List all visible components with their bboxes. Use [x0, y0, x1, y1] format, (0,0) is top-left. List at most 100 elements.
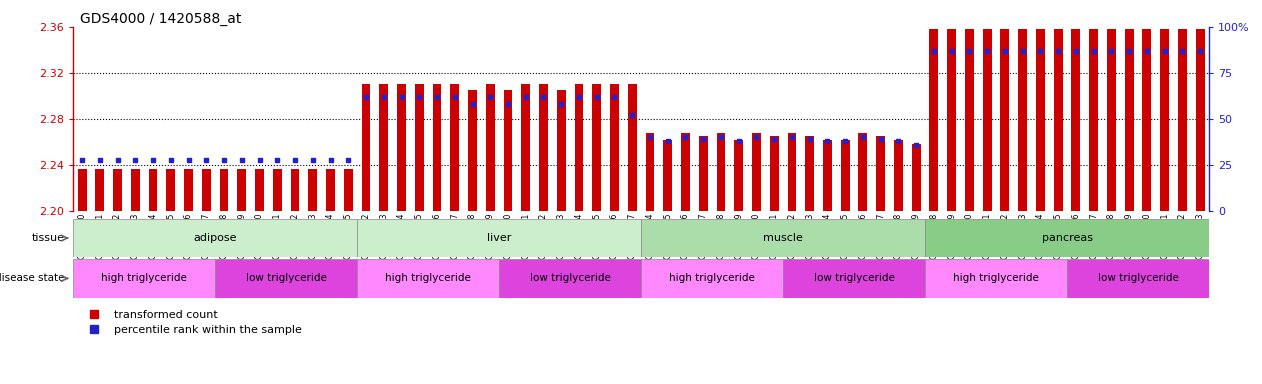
Legend: transformed count, percentile rank within the sample: transformed count, percentile rank withi… — [78, 305, 307, 339]
Point — [604, 94, 625, 100]
Point — [746, 134, 766, 141]
Point — [818, 138, 838, 144]
Bar — [1018, 29, 1027, 211]
Point — [800, 136, 820, 142]
Bar — [592, 84, 601, 211]
Bar — [504, 90, 512, 211]
Bar — [823, 140, 832, 211]
Bar — [641, 259, 782, 298]
Point — [232, 157, 252, 163]
Point — [675, 134, 695, 141]
Bar — [114, 169, 122, 211]
Bar — [699, 136, 708, 211]
Point — [285, 157, 305, 163]
Bar — [983, 29, 992, 211]
Bar — [290, 169, 299, 211]
Bar — [1071, 29, 1080, 211]
Point — [728, 138, 748, 144]
Text: low triglyceride: low triglyceride — [1098, 273, 1179, 283]
Point — [587, 94, 607, 100]
Bar — [770, 136, 779, 211]
Point — [1047, 48, 1068, 54]
Point — [977, 48, 997, 54]
Bar — [380, 84, 389, 211]
Bar — [752, 133, 761, 211]
Bar — [433, 84, 442, 211]
Bar — [167, 169, 175, 211]
Point — [853, 134, 873, 141]
Text: high triglyceride: high triglyceride — [101, 273, 187, 283]
Bar — [646, 133, 655, 211]
Point — [462, 101, 482, 108]
Point — [1172, 48, 1193, 54]
Point — [782, 134, 803, 141]
Text: tissue: tissue — [32, 233, 64, 243]
Bar — [787, 133, 796, 211]
Bar — [468, 90, 477, 211]
Bar — [308, 169, 317, 211]
Point — [622, 112, 642, 118]
Point — [1012, 48, 1032, 54]
Bar — [273, 169, 281, 211]
Point — [303, 157, 323, 163]
Point — [534, 94, 554, 100]
Bar — [202, 169, 211, 211]
Point — [338, 157, 358, 163]
Bar — [782, 259, 925, 298]
Point — [888, 138, 909, 144]
Text: high triglyceride: high triglyceride — [669, 273, 755, 283]
Text: low triglyceride: low triglyceride — [246, 273, 327, 283]
Point — [178, 157, 198, 163]
Point — [72, 157, 92, 163]
Bar — [610, 84, 618, 211]
Bar — [73, 219, 357, 257]
Bar — [220, 169, 228, 211]
Point — [1102, 48, 1122, 54]
Bar — [184, 169, 193, 211]
Bar — [521, 84, 530, 211]
Bar — [1089, 29, 1098, 211]
Point — [1190, 48, 1210, 54]
Point — [374, 94, 394, 100]
Bar — [557, 90, 565, 211]
Bar — [965, 29, 974, 211]
Bar — [930, 29, 939, 211]
Bar — [641, 219, 925, 257]
Point — [498, 101, 519, 108]
Text: GDS4000 / 1420588_at: GDS4000 / 1420588_at — [80, 12, 241, 25]
Text: muscle: muscle — [764, 233, 803, 243]
Point — [444, 94, 464, 100]
Bar — [1195, 29, 1204, 211]
Point — [125, 157, 145, 163]
Bar — [858, 133, 867, 211]
Point — [427, 94, 447, 100]
Point — [1030, 48, 1050, 54]
Point — [1137, 48, 1157, 54]
Point — [551, 101, 572, 108]
Bar — [664, 140, 673, 211]
Point — [941, 48, 962, 54]
Point — [356, 94, 376, 100]
Bar — [1036, 29, 1045, 211]
Bar — [805, 136, 814, 211]
Point — [711, 134, 731, 141]
Bar — [925, 219, 1209, 257]
Point — [321, 157, 341, 163]
Point — [196, 157, 216, 163]
Point — [658, 138, 678, 144]
Bar — [627, 84, 636, 211]
Bar — [451, 84, 459, 211]
Text: low triglyceride: low triglyceride — [814, 273, 895, 283]
Bar — [681, 133, 690, 211]
Bar — [415, 84, 424, 211]
Bar — [948, 29, 957, 211]
Text: disease state: disease state — [0, 273, 64, 283]
Bar — [343, 169, 352, 211]
Point — [409, 94, 429, 100]
Bar — [96, 169, 105, 211]
Point — [107, 157, 127, 163]
Point — [569, 94, 589, 100]
Bar — [500, 259, 641, 298]
Bar — [539, 84, 548, 211]
Bar — [1142, 29, 1151, 211]
